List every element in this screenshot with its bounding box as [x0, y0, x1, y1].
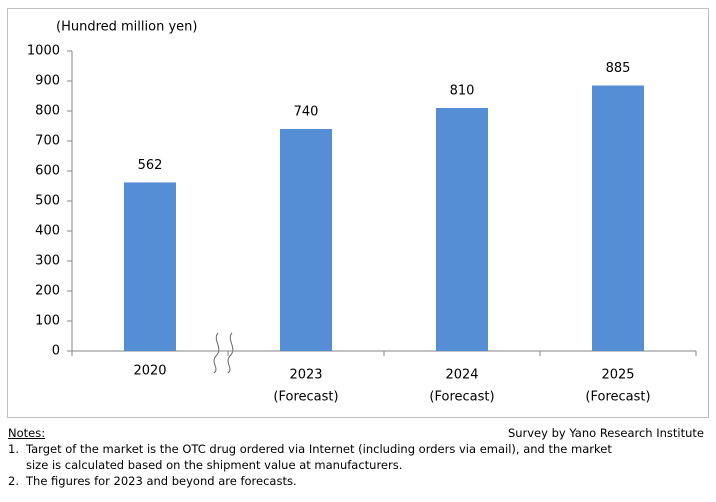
- y-tick-label: 600: [35, 164, 60, 179]
- y-tick-label: 0: [52, 344, 60, 359]
- source: Survey by Yano Research Institute: [507, 426, 704, 440]
- bar: [280, 129, 332, 351]
- y-tick-label: 1000: [27, 44, 60, 59]
- note-line: Target of the market is the OTC drug ord…: [26, 442, 612, 456]
- chart: (Hundred million yen) 0 100 200 300 400 500 60…: [7, 8, 709, 418]
- notes: Notes: Survey by Yano Research Institute…: [8, 425, 708, 489]
- bar: [592, 85, 644, 351]
- chart-frame: [7, 8, 709, 418]
- x-tick-label: 2023: [289, 368, 322, 383]
- note-text: Target of the market is the OTC drug ord…: [26, 441, 612, 473]
- note-line: The figures for 2023 and beyond are fore…: [26, 474, 297, 488]
- x-tick-label: 2025: [601, 368, 634, 383]
- y-tick-label: 100: [35, 314, 60, 329]
- value-label: 885: [606, 61, 631, 76]
- note-item: 2. The figures for 2023 and beyond are fo…: [8, 473, 708, 489]
- y-tick-label: 200: [35, 284, 60, 299]
- y-tick-label: 300: [35, 254, 60, 269]
- x-tick-label: (Forecast): [429, 390, 494, 405]
- value-label: 740: [294, 105, 319, 120]
- x-tick-label: (Forecast): [273, 390, 338, 405]
- note-number: 2.: [8, 474, 19, 488]
- value-label: 810: [450, 84, 475, 99]
- y-tick-label: 400: [35, 224, 60, 239]
- y-axis-unit: (Hundred million yen): [56, 20, 197, 35]
- value-label: 562: [138, 158, 163, 173]
- note-text: The figures for 2023 and beyond are fore…: [26, 473, 297, 489]
- bar: [436, 108, 488, 351]
- notes-list: 1. Target of the market is the OTC drug o…: [8, 441, 708, 489]
- notes-heading: Notes:: [8, 426, 46, 440]
- y-tick-label: 800: [35, 104, 60, 119]
- note-number: 1.: [8, 442, 19, 456]
- x-tick-label: (Forecast): [585, 390, 650, 405]
- y-tick-label: 700: [35, 134, 60, 149]
- bar: [124, 182, 176, 351]
- x-tick-label: 2024: [445, 368, 478, 383]
- note-line: size is calculated based on the shipment…: [26, 458, 403, 472]
- note-item: 1. Target of the market is the OTC drug o…: [8, 441, 708, 473]
- axis-break: [213, 332, 234, 374]
- y-tick-label: 500: [35, 194, 60, 209]
- y-tick-label: 900: [35, 74, 60, 89]
- x-tick-label: 2020: [133, 364, 166, 379]
